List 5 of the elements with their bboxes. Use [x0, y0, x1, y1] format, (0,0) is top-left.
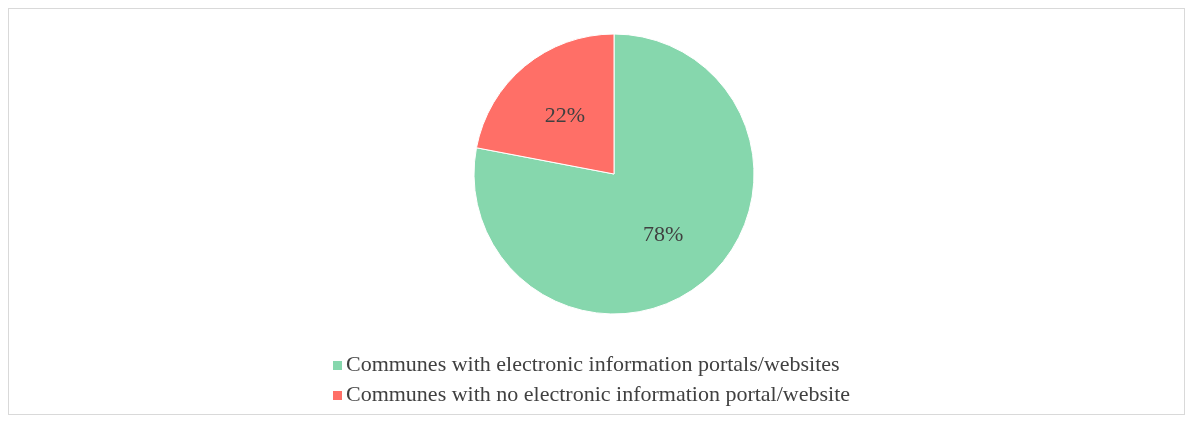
data-label: 22% [544, 102, 586, 128]
legend-label: Communes with electronic information portals/websites [345, 351, 840, 376]
legend-label: Communes with no electronic information portal/website [345, 381, 851, 406]
pie-slice [473, 33, 755, 315]
data-label: 78% [642, 220, 684, 246]
